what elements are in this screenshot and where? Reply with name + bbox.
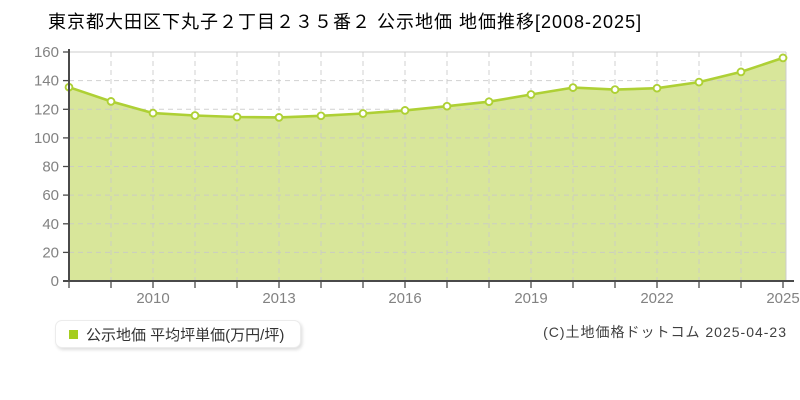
x-axis-tick-label: 2013 (262, 290, 295, 307)
data-point (526, 90, 536, 99)
axis-labels: 0 20 40 60 80 100 120 140 160 2010 2013 2016 2019 202… (34, 44, 800, 307)
y-axis-tick-label: 80 (42, 159, 59, 176)
data-point (106, 97, 116, 106)
axes (63, 49, 794, 288)
x-axis-tick-label: 2019 (514, 290, 547, 307)
y-axis-tick-label: 20 (42, 244, 59, 261)
y-axis-tick-label: 160 (34, 44, 59, 61)
data-point (778, 53, 788, 63)
data-point (484, 97, 494, 107)
y-axis-tick-label: 100 (34, 130, 59, 147)
copyright-text: (C)土地価格ドットコム 2025-04-23 (543, 324, 787, 340)
data-point (190, 111, 200, 120)
data-point (694, 77, 704, 87)
x-axis-tick-label: 2022 (640, 290, 673, 307)
data-point (232, 112, 242, 122)
data-point (358, 109, 368, 118)
area-fill (69, 57, 786, 282)
y-axis-tick-label: 60 (42, 187, 59, 204)
plot-border (69, 51, 787, 281)
data-point (442, 101, 452, 111)
y-axis-tick-label: 40 (42, 216, 59, 233)
data-point (568, 83, 578, 92)
x-axis-tick-label: 2016 (388, 290, 421, 307)
price-chart: 0 20 40 60 80 100 120 140 160 2010 2013 2016 2019 202… (34, 44, 800, 307)
legend-marker-icon (69, 329, 78, 339)
data-point (274, 113, 284, 122)
legend-label: 公示地価 平均坪単価(万円/坪) (86, 326, 285, 344)
legend: 公示地価 平均坪単価(万円/坪) (55, 320, 302, 348)
x-axis-tick-label: 2010 (136, 290, 169, 307)
x-axis-tick-label: 2025 (766, 290, 799, 307)
y-axis-tick-label: 120 (34, 101, 59, 118)
data-point (316, 111, 326, 121)
data-point (652, 83, 662, 93)
data-point (148, 108, 158, 118)
page-title: 東京都大田区下丸子２丁目２３５番２ 公示地価 地価推移[2008-2025] (48, 12, 643, 32)
y-axis-tick-label: 0 (51, 273, 59, 290)
data-point (400, 106, 410, 115)
y-axis-tick-label: 140 (34, 73, 59, 90)
data-point (610, 85, 620, 94)
data-point (736, 67, 746, 77)
